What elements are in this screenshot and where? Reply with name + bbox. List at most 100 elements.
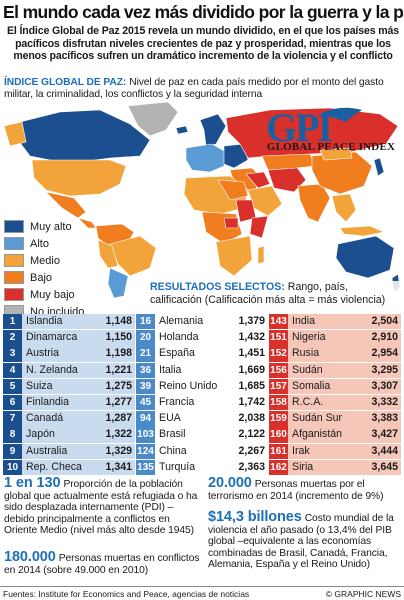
rank-cell: 36 bbox=[136, 362, 155, 378]
score-cell: 3,645 bbox=[371, 460, 398, 473]
results-label: Resultados selectos: bbox=[150, 281, 285, 293]
score-cell: 2,363 bbox=[238, 460, 265, 473]
table-row: 4 N. Zelanda 1,221 bbox=[3, 362, 135, 378]
fact-cost: $14,3 billones Costo mundial de la violen… bbox=[208, 510, 402, 571]
score-cell: 1,275 bbox=[105, 379, 132, 392]
rank-cell: 162 bbox=[269, 459, 288, 476]
country-cell: Austria bbox=[26, 347, 59, 360]
index-text: Nivel de paz en cada país medido por el … bbox=[4, 77, 384, 101]
score-cell: 2,504 bbox=[371, 315, 398, 327]
score-cell: 1,742 bbox=[238, 395, 265, 408]
legend-item-muy-alto: Muy alto bbox=[4, 218, 90, 235]
rank-cell: 135 bbox=[136, 459, 155, 476]
table-row: 161 Irak 3,444 bbox=[269, 443, 401, 459]
country-cell: España bbox=[159, 347, 195, 360]
rank-cell: 1 bbox=[3, 314, 22, 330]
country-cell: Brasil bbox=[159, 428, 186, 441]
country-cell: Turquía bbox=[159, 460, 196, 473]
score-cell: 1,198 bbox=[105, 347, 132, 360]
rank-cell: 151 bbox=[269, 330, 288, 346]
legend-item-medio: Medio bbox=[4, 252, 90, 269]
rank-cell: 21 bbox=[136, 346, 155, 362]
table-row: 39 Reino Unido 1,685 bbox=[136, 378, 268, 395]
world-map-graphic bbox=[3, 101, 401, 299]
rank-cell: 20 bbox=[136, 330, 155, 346]
page-title: El mundo cada vez más dividido por la gu… bbox=[3, 2, 404, 22]
footer: Fuentes: Institute for Economics and Pea… bbox=[0, 586, 404, 600]
rank-cell: 39 bbox=[136, 378, 155, 395]
country-cell: Japón bbox=[26, 428, 55, 441]
legend-swatch bbox=[4, 220, 24, 233]
legend-swatch bbox=[4, 271, 24, 284]
rank-cell: 103 bbox=[136, 427, 155, 443]
table-row: 10 Rep. Checa 1,341 bbox=[3, 459, 135, 476]
legend-swatch bbox=[4, 254, 24, 267]
country-cell: Italia bbox=[159, 363, 182, 376]
country-cell: Siria bbox=[292, 460, 314, 473]
table-row: 135 Turquía 2,363 bbox=[136, 459, 268, 476]
score-cell: 1,432 bbox=[238, 331, 265, 344]
country-cell: R.C.A. bbox=[292, 395, 324, 408]
fact-deaths: 180.000 Personas muertas en conflictos en… bbox=[4, 549, 200, 576]
country-cell: Alemania bbox=[159, 315, 204, 327]
score-cell: 3,444 bbox=[371, 444, 398, 457]
score-cell: 3,383 bbox=[371, 412, 398, 425]
score-cell: 2,267 bbox=[238, 444, 265, 457]
score-cell: 3,427 bbox=[371, 428, 398, 441]
fact-cost-text: Costo mundial de la violencia el año pas… bbox=[208, 513, 394, 571]
country-cell: Francia bbox=[159, 395, 195, 408]
country-cell: Afganistán bbox=[292, 428, 343, 441]
table-row: 6 Finlandia 1,277 bbox=[3, 394, 135, 411]
rank-cell: 4 bbox=[3, 362, 22, 378]
score-cell: 1,277 bbox=[105, 395, 132, 408]
country-cell: Nigeria bbox=[292, 331, 326, 344]
score-cell: 3,307 bbox=[371, 379, 398, 392]
score-cell: 1,669 bbox=[238, 363, 265, 376]
rank-cell: 156 bbox=[269, 362, 288, 378]
table-row: 9 Australia 1,329 bbox=[3, 443, 135, 459]
table-row: 162 Siria 3,645 bbox=[269, 459, 401, 476]
gpi-logo-name: GLOBAL PEACE INDEX bbox=[266, 141, 396, 153]
score-cell: 1,685 bbox=[238, 379, 265, 392]
map-legend: Muy alto Alto Medio Bajo Muy bajo No inc… bbox=[4, 218, 90, 320]
rank-cell: 158 bbox=[269, 394, 288, 411]
legend-item-muy-bajo: Muy bajo bbox=[4, 286, 90, 303]
table-row: 159 Sudán Sur 3,383 bbox=[269, 411, 401, 427]
table-row: 5 Suiza 1,275 bbox=[3, 378, 135, 395]
rank-cell: 6 bbox=[3, 394, 22, 411]
rank-cell: 2 bbox=[3, 330, 22, 346]
country-cell: India bbox=[292, 315, 315, 327]
rank-cell: 161 bbox=[269, 443, 288, 459]
rank-cell: 5 bbox=[3, 378, 22, 395]
fact-deaths-text: Personas muertas en conflictos en 2014 (… bbox=[4, 553, 200, 576]
table-row: 16 Alemania 1,379 bbox=[136, 314, 268, 330]
score-cell: 1,322 bbox=[105, 428, 132, 441]
fact-terror-text: Personas muertas por el terrorismo en 20… bbox=[208, 479, 384, 502]
rank-cell: 152 bbox=[269, 346, 288, 362]
fact-deaths-figure: 180.000 bbox=[4, 549, 56, 565]
world-map bbox=[0, 100, 404, 300]
legend-label: Medio bbox=[30, 254, 60, 267]
fact-refugees: 1 en 130 Proporción de la población globa… bbox=[4, 476, 200, 537]
score-cell: 1,221 bbox=[105, 363, 132, 376]
score-cell: 1,341 bbox=[105, 460, 132, 473]
country-cell: EUA bbox=[159, 412, 181, 425]
country-cell: N. Zelanda bbox=[26, 363, 78, 376]
table-row: 103 Brasil 2,122 bbox=[136, 427, 268, 443]
index-definition: Índice Global de Paz: Nivel de paz en cad… bbox=[4, 77, 402, 102]
gpi-logo: GPI GLOBAL PEACE INDEX bbox=[262, 104, 400, 156]
fact-terror: 20.000 Personas muertas por el terrorismo… bbox=[208, 476, 402, 502]
score-cell: 3,295 bbox=[371, 363, 398, 376]
table-row: 158 R.C.A. 3,332 bbox=[269, 394, 401, 411]
results-column-least-peaceful: 143 India 2,504 151 Nigeria 2,910 152 Rusia 2,95… bbox=[269, 314, 401, 476]
table-row: 143 India 2,504 bbox=[269, 314, 401, 330]
score-cell: 2,954 bbox=[371, 347, 398, 360]
results-column-most-peaceful: 1 Islandia 1,148 2 Dinamarca 1,150 3 Austria 1,1… bbox=[3, 314, 135, 476]
legend-item-alto: Alto bbox=[4, 235, 90, 252]
country-cell: Suiza bbox=[26, 379, 53, 392]
rank-cell: 10 bbox=[3, 459, 22, 476]
table-row: 124 China 2,267 bbox=[136, 443, 268, 459]
table-row: 36 Italia 1,669 bbox=[136, 362, 268, 378]
rank-cell: 160 bbox=[269, 427, 288, 443]
gpi-logo-mark: GPI bbox=[266, 105, 333, 150]
